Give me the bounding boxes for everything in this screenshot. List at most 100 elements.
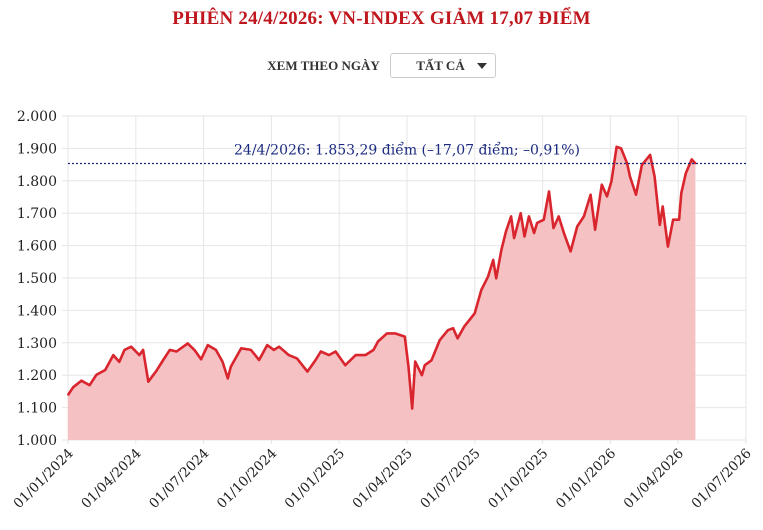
data-point <box>372 349 375 351</box>
data-point <box>386 332 388 335</box>
data-point <box>175 350 178 353</box>
data-point <box>377 340 379 343</box>
data-point <box>649 154 651 156</box>
data-point <box>533 232 535 234</box>
data-point <box>680 192 683 194</box>
data-point <box>227 377 229 380</box>
data-point <box>72 386 75 388</box>
data-point <box>452 327 454 330</box>
data-point <box>563 232 565 234</box>
y-tick-label: 1.000 <box>17 433 57 449</box>
data-point <box>155 369 158 372</box>
data-point <box>589 193 592 196</box>
data-point <box>542 218 545 221</box>
data-point <box>629 175 631 178</box>
data-point <box>407 365 410 368</box>
data-point <box>492 259 495 261</box>
data-point <box>528 215 530 218</box>
area-fill <box>68 146 696 441</box>
y-tick-label: 1.700 <box>17 206 57 222</box>
data-point <box>672 218 674 221</box>
data-point <box>266 344 269 346</box>
data-point <box>610 180 613 183</box>
data-point <box>557 215 560 218</box>
data-point <box>667 245 669 248</box>
data-point <box>411 407 414 410</box>
data-point <box>314 359 317 361</box>
data-point <box>430 359 433 362</box>
data-point <box>615 145 618 148</box>
data-point <box>258 359 260 361</box>
x-tick-label: 01/01/2025 <box>282 446 348 512</box>
y-tick-label: 1.400 <box>17 303 57 319</box>
y-tick-label: 1.300 <box>17 336 57 352</box>
data-point <box>658 224 661 226</box>
data-point <box>240 347 243 350</box>
y-tick-label: 2.000 <box>17 109 57 125</box>
data-point <box>394 332 396 335</box>
x-tick-label: 01/07/2026 <box>688 446 754 512</box>
caret-down-icon <box>476 62 487 69</box>
x-tick-label: 01/04/2025 <box>349 446 415 512</box>
data-point <box>193 349 196 351</box>
x-tick-label: 01/04/2024 <box>78 446 144 512</box>
data-point <box>200 358 202 361</box>
data-point <box>414 360 416 363</box>
data-point <box>147 380 150 383</box>
y-tick-label: 1.600 <box>17 239 57 255</box>
data-point <box>447 329 449 331</box>
data-point <box>364 354 367 356</box>
data-point <box>480 289 483 291</box>
data-point <box>130 345 132 348</box>
data-point <box>583 215 585 218</box>
data-point <box>344 364 347 366</box>
y-tick-label: 1.500 <box>17 271 57 287</box>
data-point <box>215 349 217 351</box>
data-point <box>88 384 91 387</box>
data-point <box>306 370 309 373</box>
data-point <box>500 249 503 251</box>
data-point <box>328 354 330 356</box>
date-filter: XEM THEO NGÀY TẤT CẢ <box>0 53 763 78</box>
data-point <box>495 277 498 280</box>
y-tick-label: 1.100 <box>17 401 57 417</box>
x-tick-label: 01/01/2024 <box>10 446 76 512</box>
data-point <box>694 162 697 165</box>
data-point <box>296 357 298 360</box>
x-tick-label: 01/07/2024 <box>146 446 212 512</box>
data-point <box>221 361 224 363</box>
y-tick-label: 1.800 <box>17 174 57 190</box>
x-tick-label: 01/01/2026 <box>553 446 619 512</box>
data-point <box>403 335 406 338</box>
data-point <box>112 354 115 356</box>
data-point <box>548 190 550 193</box>
data-point <box>463 325 466 328</box>
data-point <box>606 195 608 198</box>
data-point <box>319 350 322 353</box>
data-point <box>536 222 538 224</box>
data-point <box>186 342 189 345</box>
data-point <box>438 339 441 342</box>
data-point <box>273 349 275 351</box>
data-point <box>641 164 643 166</box>
y-tick-label: 1.900 <box>17 141 57 157</box>
data-point <box>626 162 628 165</box>
date-range-select[interactable]: TẤT CẢ <box>389 53 496 78</box>
data-point <box>523 235 526 238</box>
data-point <box>123 349 126 351</box>
data-point <box>661 205 664 208</box>
data-point <box>576 225 579 228</box>
data-point <box>473 312 476 315</box>
data-point <box>594 228 596 231</box>
data-point <box>684 172 687 175</box>
x-tick-label: 01/04/2026 <box>621 446 687 512</box>
data-point <box>230 365 232 368</box>
data-point <box>250 349 252 351</box>
data-point <box>678 218 680 221</box>
data-point <box>80 379 83 382</box>
data-point <box>513 237 515 239</box>
y-tick-label: 1.200 <box>17 368 57 384</box>
data-point <box>118 361 121 363</box>
data-point <box>142 349 144 351</box>
data-point <box>510 215 512 218</box>
